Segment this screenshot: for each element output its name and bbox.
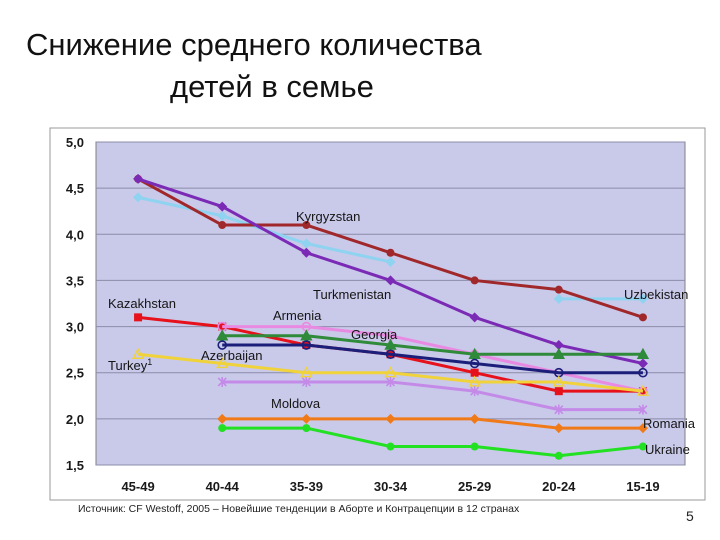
series-line-georgia <box>222 334 643 356</box>
data-point-moldova <box>554 404 564 415</box>
source-note: Источник: CF Westoff, 2005 – Новейшие те… <box>78 503 520 515</box>
x-tick-label: 25-29 <box>458 479 491 494</box>
data-point-turkmenistan <box>637 358 648 369</box>
annotation-turkey: Turkey1 <box>108 357 152 373</box>
data-point-turkey <box>636 384 650 396</box>
data-point-turkmenistan <box>133 173 144 184</box>
y-tick-label: 2,0 <box>66 412 84 427</box>
data-point-turkey <box>552 375 565 387</box>
data-point-kyrgyzstan <box>301 238 312 249</box>
data-point-romania <box>469 413 480 424</box>
data-point-ukraine <box>302 424 311 433</box>
x-tick-label: 15-19 <box>626 479 659 494</box>
data-point-georgia <box>384 338 397 350</box>
data-point-uzbekistan <box>302 221 311 230</box>
data-point-ukraine <box>218 424 227 433</box>
data-point-ukraine <box>554 451 563 460</box>
data-point-kyrgyzstan <box>553 293 564 304</box>
annotation-turkmenistan: Turkmenistan <box>313 287 391 302</box>
data-point-azerbaijan <box>217 340 228 350</box>
annotation-kyrgyzstan: Kyrgyzstan <box>296 209 360 224</box>
slide-title: Снижение среднего количества детей в сем… <box>0 24 600 108</box>
data-point-kazakhstan <box>470 368 479 377</box>
series-line-ukraine <box>222 426 644 458</box>
data-point-turkmenistan <box>553 340 564 351</box>
y-tick-label: 1,5 <box>66 458 84 473</box>
y-tick-label: 4,0 <box>66 227 84 242</box>
data-point-georgia <box>552 347 565 359</box>
data-point-uzbekistan <box>638 313 647 322</box>
series-line-armenia <box>222 325 644 393</box>
data-point-moldova <box>470 386 480 397</box>
x-tick-label: 30-34 <box>374 479 408 494</box>
data-point-romania <box>385 413 396 424</box>
data-point-uzbekistan <box>470 276 479 285</box>
data-point-moldova <box>385 376 396 387</box>
data-point-turkey <box>131 347 145 359</box>
annotation-uzbekistan: Uzbekistan <box>624 287 688 302</box>
annotation-georgia: Georgia <box>351 327 398 342</box>
data-point-turkmenistan <box>469 312 480 323</box>
annotation-romania: Romania <box>643 416 696 431</box>
title-line-2: детей в семье <box>170 69 374 104</box>
data-point-romania <box>301 413 312 424</box>
data-point-uzbekistan <box>554 285 563 294</box>
data-point-uzbekistan <box>386 248 395 257</box>
x-tick-label: 45-49 <box>121 479 154 494</box>
data-point-kazakhstan <box>554 387 563 396</box>
data-point-azerbaijan <box>301 340 312 350</box>
annotation-ukraine: Ukraine <box>645 442 690 457</box>
data-point-turkmenistan <box>217 201 228 212</box>
data-point-ukraine <box>638 442 647 451</box>
data-point-turkmenistan <box>385 275 396 286</box>
data-point-kyrgyzstan <box>133 192 144 203</box>
data-point-azerbaijan <box>469 358 480 369</box>
x-tick-label: 35-39 <box>290 479 323 494</box>
data-point-moldova <box>217 376 227 387</box>
data-point-azerbaijan <box>638 367 648 378</box>
data-point-georgia <box>636 347 650 359</box>
title-line-1: Снижение среднего количества <box>26 27 482 62</box>
data-point-romania <box>553 423 564 434</box>
data-point-moldova <box>638 404 648 415</box>
data-point-romania <box>637 423 648 434</box>
x-tick-label: 20-24 <box>542 479 576 494</box>
series-line-turkey <box>137 352 644 393</box>
y-tick-label: 3,0 <box>66 320 84 335</box>
annotation-moldova: Moldova <box>271 396 321 411</box>
series-line-romania <box>222 417 643 430</box>
y-tick-label: 2,5 <box>66 366 84 381</box>
data-point-uzbekistan <box>218 221 227 230</box>
data-point-turkey <box>384 366 397 378</box>
annotation-azerbaijan: Azerbaijan <box>201 348 262 363</box>
data-point-georgia <box>300 329 313 341</box>
data-point-turkey <box>300 366 313 378</box>
annotation-armenia: Armenia <box>273 308 322 323</box>
data-point-azerbaijan <box>385 349 396 360</box>
data-point-moldova <box>301 376 311 387</box>
data-point-turkmenistan <box>301 247 312 258</box>
data-point-kyrgyzstan <box>637 293 648 304</box>
annotation-kazakhstan: Kazakhstan <box>108 296 176 311</box>
data-point-turkey <box>468 375 481 387</box>
data-point-ukraine <box>386 442 395 451</box>
series-line-azerbaijan <box>222 343 643 375</box>
series-line-moldova <box>222 380 643 412</box>
data-point-kyrgyzstan <box>385 256 396 267</box>
y-tick-label: 5,0 <box>66 135 84 150</box>
y-tick-label: 4,5 <box>66 181 84 196</box>
data-point-romania <box>217 413 228 424</box>
y-tick-label: 3,5 <box>66 273 84 288</box>
page-number: 5 <box>686 508 694 524</box>
data-point-kazakhstan <box>134 313 143 322</box>
x-tick-label: 40-44 <box>206 479 240 494</box>
data-point-kyrgyzstan <box>217 210 228 221</box>
data-point-georgia <box>216 329 229 341</box>
data-point-turkey <box>216 357 229 369</box>
data-point-georgia <box>468 347 481 359</box>
data-point-ukraine <box>470 442 479 451</box>
